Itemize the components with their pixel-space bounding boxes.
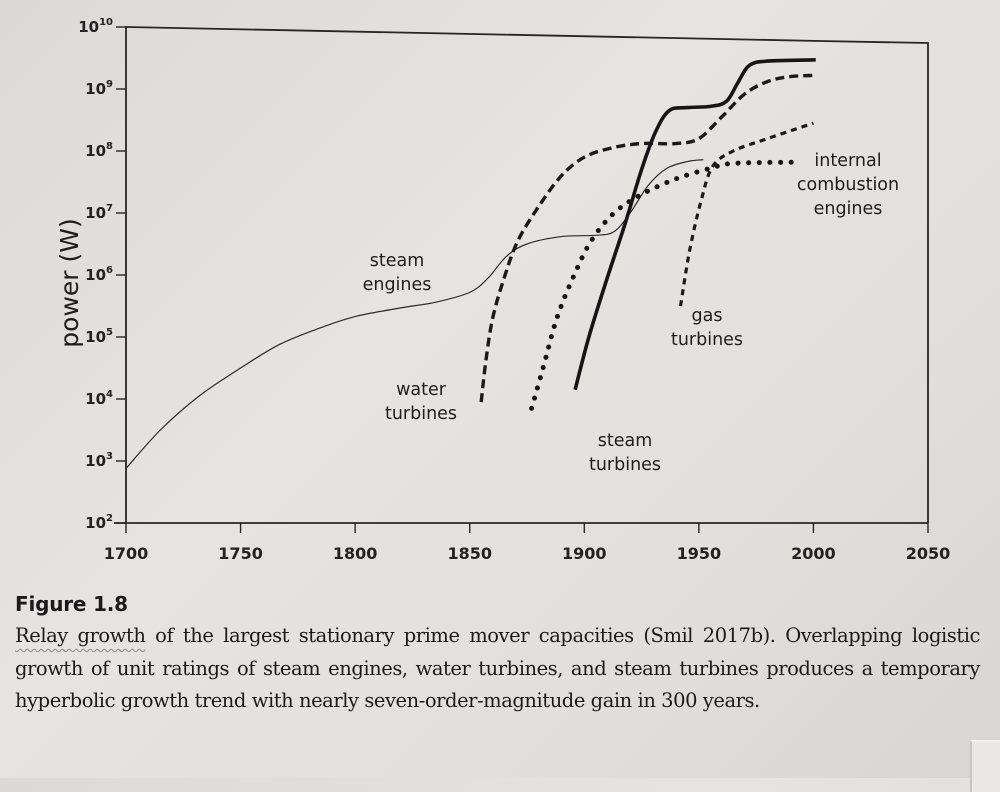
series-labels: steam engines water turbines steam turbines in… [363, 151, 900, 475]
x-tick-label: 1700 [104, 544, 149, 563]
x-tick-label: 2000 [791, 544, 836, 563]
plot-frame [114, 26, 929, 524]
y-tick-base: 10 [85, 452, 106, 470]
y-axis-label: power (W) [55, 218, 84, 347]
y-tick-exponent: 7 [106, 203, 113, 214]
y-tick-label: 103 [85, 451, 113, 470]
series-line-internal-combustion-engines [529, 159, 800, 411]
y-tick-base: 10 [78, 18, 99, 36]
series-label-water-turbines: water [396, 380, 447, 400]
y-tick-label: 107 [85, 203, 113, 222]
series-label-steam-turbines: steam [598, 431, 653, 451]
y-tick-exponent: 5 [106, 327, 113, 338]
series-line-steam-engines [125, 159, 704, 469]
x-tick-label: 1950 [677, 544, 722, 563]
series-label-steam-turbines: turbines [589, 455, 661, 475]
y-tick-label: 108 [85, 141, 113, 160]
y-tick-base: 10 [85, 390, 106, 408]
x-tick-label: 1800 [333, 544, 378, 563]
y-tick-label: 109 [85, 79, 113, 98]
y-tick-base: 10 [85, 204, 106, 222]
y-tick-exponent: 9 [106, 79, 113, 90]
x-tick-label: 1900 [562, 544, 607, 563]
figure-caption-text: Relay growth of the largest stationary p… [15, 620, 980, 718]
figure-caption: Figure 1.8 Relay growth of the largest s… [15, 592, 980, 718]
series-label-internal-combustion-engines: internal [814, 151, 881, 171]
y-tick-label: 104 [85, 389, 113, 408]
y-tick-exponent: 4 [106, 389, 113, 400]
caption-body: of the largest stationary prime mover ca… [15, 624, 980, 712]
y-tick-label: 102 [85, 513, 113, 532]
series-line-steam-turbines [573, 58, 816, 391]
series-label-internal-combustion-engines: engines [814, 199, 883, 219]
y-tick-base: 10 [85, 80, 106, 98]
y-tick-label: 105 [85, 327, 113, 346]
y-tick-exponent: 8 [106, 141, 113, 152]
page-corner-edge [970, 740, 1000, 792]
y-tick-label: 1010 [78, 17, 113, 36]
series-line-gas-turbines [678, 121, 814, 307]
y-tick-base: 10 [85, 328, 106, 346]
x-tick-label: 1750 [218, 544, 263, 563]
x-tick-label: 2050 [906, 544, 951, 563]
x-tick-label: 1850 [447, 544, 492, 563]
series-label-water-turbines: turbines [385, 404, 457, 424]
y-tick-exponent: 6 [106, 265, 113, 276]
series-label-steam-engines: steam [370, 251, 425, 271]
y-tick-base: 10 [85, 266, 106, 284]
series-label-gas-turbines: turbines [671, 330, 743, 350]
series-line-water-turbines [479, 73, 816, 403]
y-tick-base: 10 [85, 514, 106, 532]
series-label-internal-combustion-engines: combustion [797, 175, 899, 195]
plot-border [125, 26, 929, 523]
y-tick-base: 10 [85, 142, 106, 160]
y-tick-exponent: 10 [99, 17, 113, 28]
y-tick-label: 106 [85, 265, 113, 284]
caption-underlined-phrase: Relay growth [15, 624, 146, 647]
series-label-gas-turbines: gas [692, 306, 723, 326]
y-tick-exponent: 2 [106, 513, 113, 524]
series-label-steam-engines: engines [363, 275, 432, 295]
figure-title: Figure 1.8 [15, 592, 128, 616]
x-axis: 1700 1750 1800 1850 1900 1950 2000 2050 [104, 523, 951, 563]
series-group [125, 58, 816, 469]
y-tick-exponent: 3 [106, 451, 113, 462]
